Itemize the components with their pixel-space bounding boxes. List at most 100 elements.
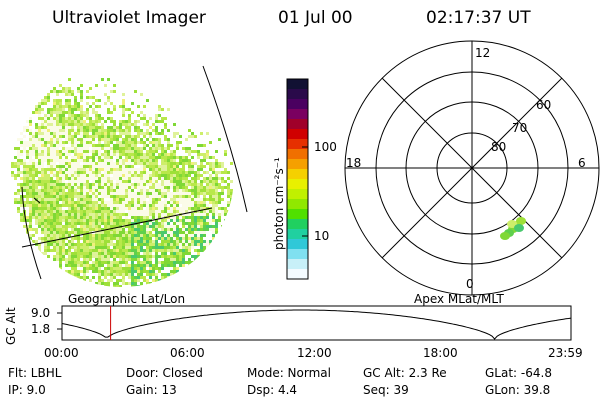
- emission-pixel: [179, 234, 182, 237]
- emission-pixel: [95, 201, 98, 204]
- emission-pixel: [119, 120, 122, 123]
- emission-pixel: [218, 219, 221, 222]
- emission-pixel: [131, 201, 134, 204]
- emission-pixel: [98, 162, 101, 165]
- emission-pixel: [170, 207, 173, 210]
- emission-pixel: [146, 177, 149, 180]
- emission-pixel: [80, 186, 83, 189]
- emission-pixel: [143, 144, 146, 147]
- emission-pixel: [146, 213, 149, 216]
- emission-pixel: [53, 90, 56, 93]
- colorbar-swatch: [287, 109, 308, 120]
- emission-pixel: [56, 123, 59, 126]
- emission-pixel: [188, 153, 191, 156]
- emission-pixel: [62, 204, 65, 207]
- emission-pixel: [149, 198, 152, 201]
- emission-pixel: [194, 243, 197, 246]
- emission-pixel: [203, 159, 206, 162]
- emission-pixel: [119, 162, 122, 165]
- mode-readout: Mode: Normal: [247, 366, 331, 380]
- emission-pixel: [143, 240, 146, 243]
- emission-pixel: [59, 177, 62, 180]
- emission-pixel: [38, 156, 41, 159]
- emission-pixel: [197, 255, 200, 258]
- emission-pixel: [68, 114, 71, 117]
- emission-pixel: [62, 219, 65, 222]
- emission-pixel: [194, 150, 197, 153]
- emission-pixel: [167, 177, 170, 180]
- emission-pixel: [26, 162, 29, 165]
- emission-pixel: [140, 162, 143, 165]
- emission-pixel: [137, 273, 140, 276]
- emission-pixel: [68, 159, 71, 162]
- emission-pixel: [146, 219, 149, 222]
- emission-pixel: [80, 93, 83, 96]
- emission-pixel: [86, 240, 89, 243]
- emission-pixel: [23, 141, 26, 144]
- emission-pixel: [74, 96, 77, 99]
- emission-pixel: [68, 270, 71, 273]
- emission-pixel: [188, 219, 191, 222]
- emission-pixel: [65, 198, 68, 201]
- emission-pixel: [131, 138, 134, 141]
- emission-pixel: [191, 237, 194, 240]
- emission-pixel: [125, 195, 128, 198]
- emission-pixel: [176, 144, 179, 147]
- emission-pixel: [38, 150, 41, 153]
- emission-pixel: [140, 228, 143, 231]
- emission-pixel: [203, 219, 206, 222]
- emission-pixel: [74, 207, 77, 210]
- emission-pixel: [209, 156, 212, 159]
- emission-pixel: [224, 219, 227, 222]
- emission-pixel: [68, 177, 71, 180]
- emission-pixel: [215, 201, 218, 204]
- emission-pixel: [164, 165, 167, 168]
- emission-pixel: [77, 231, 80, 234]
- emission-pixel: [152, 129, 155, 132]
- emission-pixel: [59, 165, 62, 168]
- emission-pixel: [83, 159, 86, 162]
- emission-pixel: [77, 258, 80, 261]
- emission-pixel: [161, 231, 164, 234]
- emission-pixel: [44, 123, 47, 126]
- emission-pixel: [20, 132, 23, 135]
- emission-pixel: [131, 246, 134, 249]
- emission-pixel: [86, 228, 89, 231]
- emission-pixel: [191, 180, 194, 183]
- emission-pixel: [125, 123, 128, 126]
- emission-pixel: [125, 225, 128, 228]
- emission-pixel: [86, 147, 89, 150]
- emission-pixel: [188, 240, 191, 243]
- emission-pixel: [80, 153, 83, 156]
- emission-pixel: [185, 213, 188, 216]
- emission-pixel: [74, 117, 77, 120]
- emission-pixel: [83, 198, 86, 201]
- emission-pixel: [128, 255, 131, 258]
- emission-pixel: [53, 171, 56, 174]
- emission-pixel: [224, 153, 227, 156]
- emission-pixel: [149, 237, 152, 240]
- emission-pixel: [191, 186, 194, 189]
- emission-pixel: [110, 213, 113, 216]
- emission-pixel: [176, 267, 179, 270]
- emission-pixel: [80, 135, 83, 138]
- emission-pixel: [119, 207, 122, 210]
- emission-pixel: [35, 213, 38, 216]
- emission-pixel: [77, 273, 80, 276]
- emission-pixel: [68, 192, 71, 195]
- emission-pixel: [206, 240, 209, 243]
- emission-pixel: [65, 159, 68, 162]
- emission-pixel: [38, 216, 41, 219]
- emission-pixel: [161, 255, 164, 258]
- emission-pixel: [110, 255, 113, 258]
- emission-pixel: [92, 123, 95, 126]
- emission-pixel: [98, 180, 101, 183]
- emission-pixel: [176, 249, 179, 252]
- emission-pixel: [47, 117, 50, 120]
- emission-pixel: [98, 258, 101, 261]
- emission-pixel: [95, 264, 98, 267]
- emission-pixel: [110, 252, 113, 255]
- emission-pixel: [155, 201, 158, 204]
- emission-pixel: [167, 147, 170, 150]
- emission-pixel: [152, 141, 155, 144]
